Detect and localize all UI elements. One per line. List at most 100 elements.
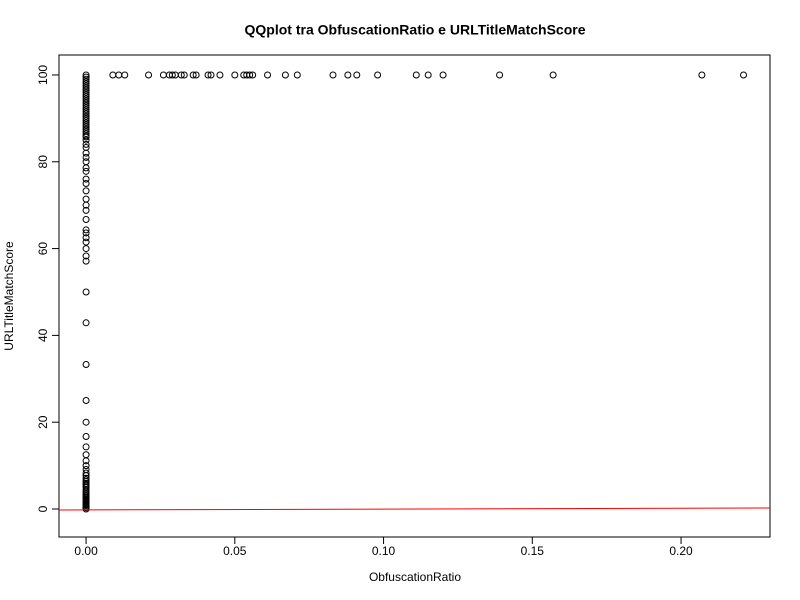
point <box>82 462 90 470</box>
point <box>82 95 90 103</box>
point <box>82 360 90 368</box>
point <box>82 130 90 138</box>
point <box>231 71 239 79</box>
point <box>82 433 90 441</box>
point <box>82 257 90 265</box>
point <box>344 71 352 79</box>
point <box>82 123 90 131</box>
x-tick-label: 0.05 <box>223 544 247 558</box>
point <box>698 71 706 79</box>
point <box>82 443 90 451</box>
point <box>82 153 90 161</box>
y-tick-label: 40 <box>36 328 50 342</box>
point <box>82 149 90 157</box>
point <box>82 77 90 85</box>
point <box>740 71 748 79</box>
chart-title: QQplot tra ObfuscationRatio e URLTitleMa… <box>245 22 586 38</box>
point <box>82 110 90 118</box>
point <box>177 71 185 79</box>
point <box>549 71 557 79</box>
point <box>192 71 200 79</box>
point <box>82 175 90 183</box>
point <box>281 71 289 79</box>
x-tick-label: 0.00 <box>74 544 98 558</box>
point <box>82 457 90 465</box>
point <box>82 101 90 109</box>
point <box>82 108 90 116</box>
reference-line <box>58 507 771 511</box>
point <box>82 201 90 209</box>
point <box>82 485 90 493</box>
point <box>374 71 382 79</box>
point <box>82 86 90 94</box>
point <box>204 71 212 79</box>
point <box>412 71 420 79</box>
point <box>246 71 254 79</box>
point <box>82 125 90 133</box>
point <box>189 71 197 79</box>
y-tick-label: 0 <box>36 505 50 512</box>
point <box>439 71 447 79</box>
point <box>121 71 129 79</box>
y-axis-label: URLTitleMatchScore <box>2 241 16 351</box>
point <box>82 99 90 107</box>
point <box>82 187 90 195</box>
point <box>216 71 224 79</box>
point <box>82 252 90 260</box>
point <box>82 106 90 114</box>
point <box>82 97 90 105</box>
point <box>82 82 90 90</box>
point <box>82 179 90 187</box>
point <box>180 71 188 79</box>
point <box>82 90 90 98</box>
point <box>82 229 90 237</box>
point <box>82 226 90 234</box>
point <box>207 71 215 79</box>
point <box>82 319 90 327</box>
point <box>82 80 90 88</box>
point <box>82 288 90 296</box>
point <box>82 119 90 127</box>
x-tick-label: 0.20 <box>669 544 693 558</box>
point <box>82 75 90 83</box>
point <box>145 71 153 79</box>
point <box>82 71 90 79</box>
point <box>82 206 90 214</box>
point <box>82 112 90 120</box>
y-tick-label: 20 <box>36 415 50 429</box>
point <box>264 71 272 79</box>
point <box>168 71 176 79</box>
y-tick-label: 80 <box>36 155 50 169</box>
point <box>293 71 301 79</box>
point <box>82 469 90 477</box>
point <box>82 140 90 148</box>
x-axis-label: ObfuscationRatio <box>369 570 461 584</box>
point <box>82 133 90 141</box>
point <box>82 245 90 253</box>
point <box>496 71 504 79</box>
point <box>82 234 90 242</box>
point <box>353 71 361 79</box>
point <box>82 93 90 101</box>
point <box>82 167 90 175</box>
point <box>82 164 90 172</box>
point <box>82 136 90 144</box>
y-tick-label: 100 <box>36 65 50 85</box>
point <box>329 71 337 79</box>
point <box>82 88 90 96</box>
point <box>82 396 90 404</box>
point <box>82 117 90 125</box>
point <box>82 216 90 224</box>
point <box>82 84 90 92</box>
point <box>424 71 432 79</box>
x-tick-label: 0.15 <box>521 544 545 558</box>
point <box>82 238 90 246</box>
point <box>82 418 90 426</box>
point <box>249 71 257 79</box>
point <box>82 104 90 112</box>
point <box>82 505 90 513</box>
point <box>82 114 90 122</box>
